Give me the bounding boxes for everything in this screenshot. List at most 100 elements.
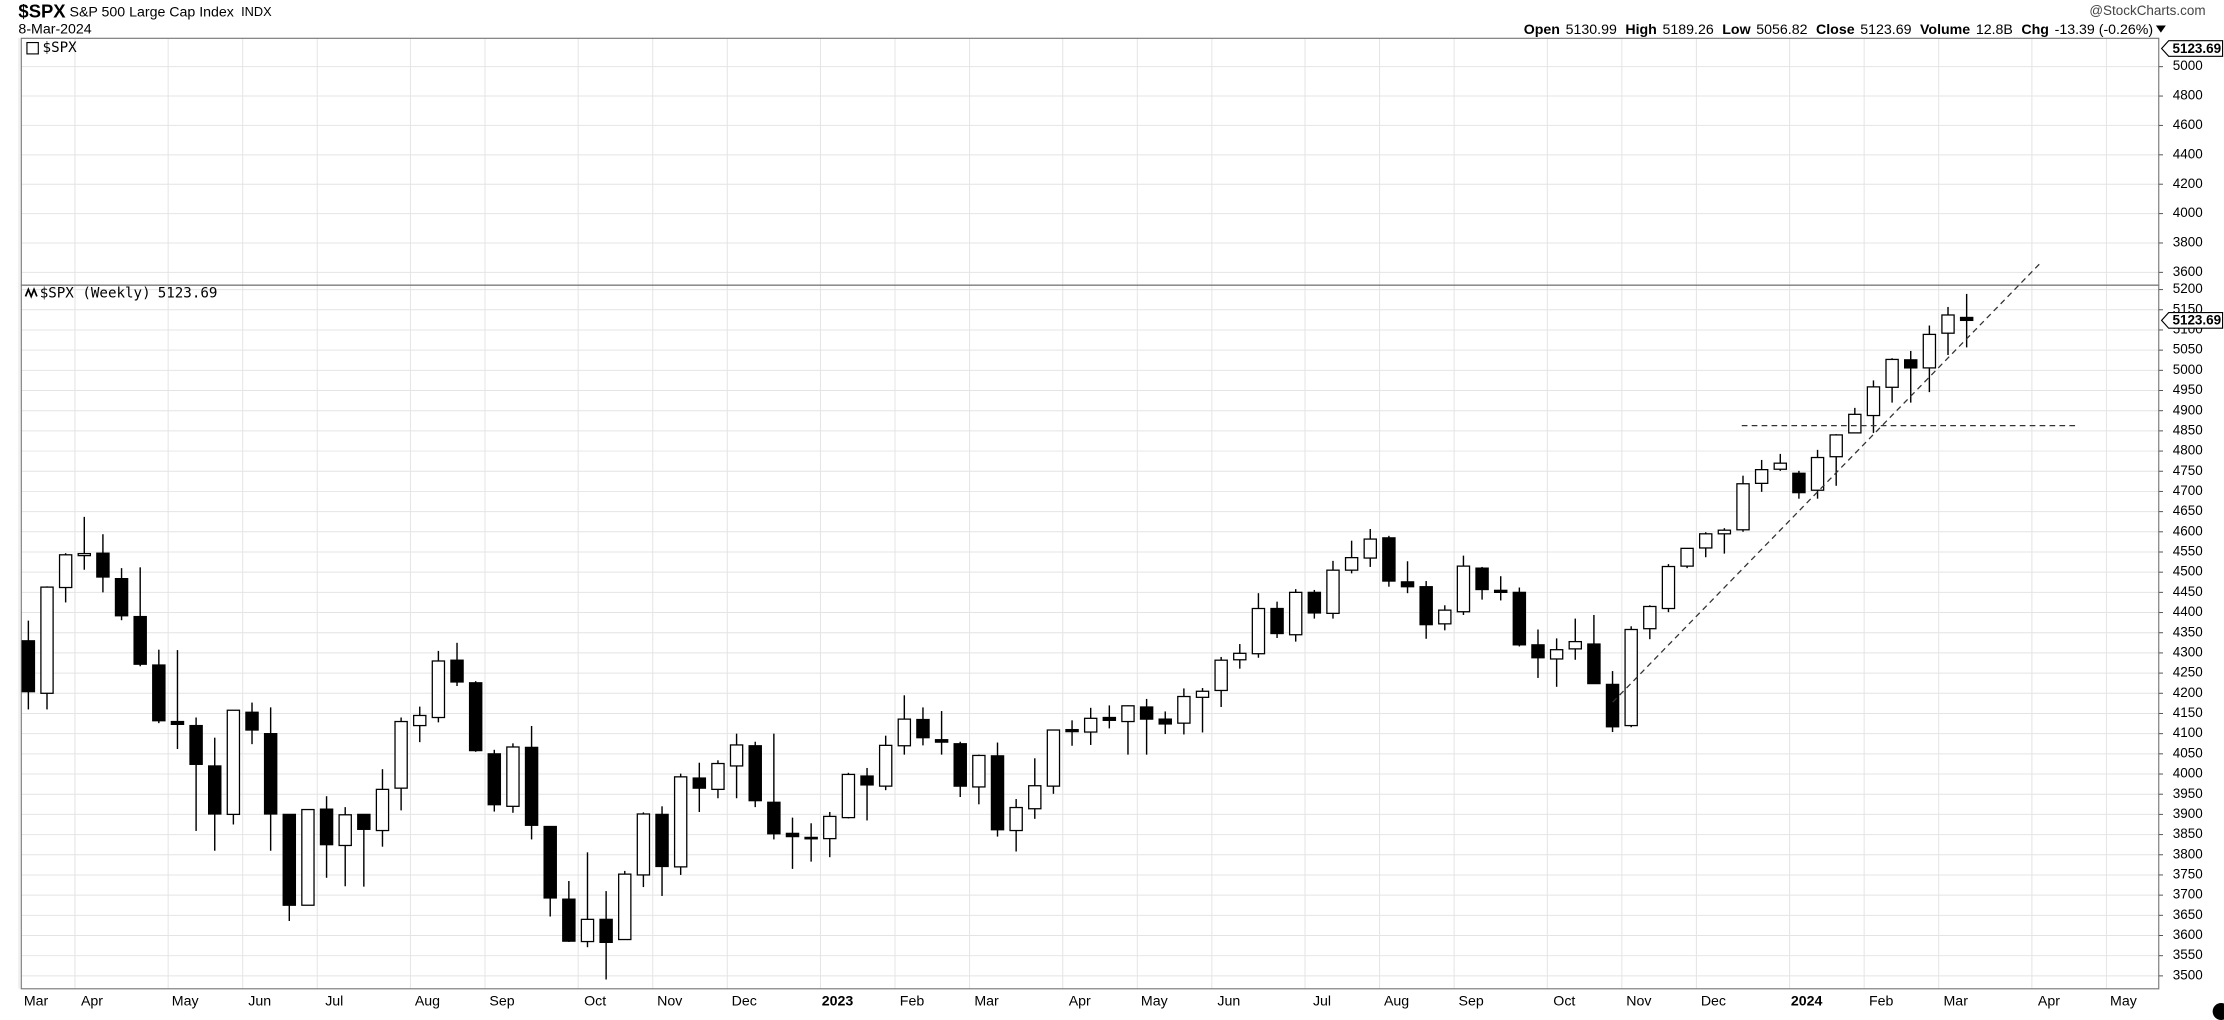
candle-body-down [170,720,185,726]
candle-body-down [953,743,967,787]
grid-layer [18,38,2159,989]
candle-body-down [1102,716,1117,721]
candle-body-up [1549,649,1564,660]
high-label: High [1625,22,1656,38]
candle-body-down [133,615,147,665]
candle-body-up [1233,652,1247,661]
trend-line [1612,263,2041,703]
change-value: -13.39 (-0.26%) [2055,22,2153,38]
candle-body-up [1344,557,1359,571]
candle-body-up [1941,314,1955,334]
x-tick-label: Sep [489,993,514,1009]
candle-body-up [1288,591,1303,636]
candle-body-up [338,814,352,847]
y-tick-label: 4450 [2173,584,2203,599]
candle-body-up [58,554,73,589]
candle-body-down [487,753,502,806]
y-tick-label: 4000 [2173,205,2203,220]
open-label: Open [1524,22,1560,38]
y-tick-label: 4200 [2173,176,2203,191]
candle-body-down [934,739,949,743]
y-tick-label: 3750 [2173,867,2203,882]
upper-panel-label: $SPX [43,40,78,56]
price-panel-label: $SPX (Weekly) 5123.69 [40,286,218,302]
x-tick-label: Jul [1313,993,1331,1009]
candle-body-down [1512,591,1527,646]
candle-body-down [916,718,930,739]
candle-body-down [748,745,762,802]
candle-body-up [1698,533,1713,549]
candle-body-up [1046,729,1061,787]
candle-body-down [1158,718,1172,725]
y-tick-label: 3600 [2173,927,2203,942]
candle-body-down [357,813,371,830]
y-tick-label: 4100 [2173,725,2203,740]
dropdown-arrow[interactable] [2155,25,2166,33]
price-panel-icon [24,287,38,299]
x-tick-label: Apr [1069,993,1091,1009]
candle-body-up [431,660,446,719]
y-tick-label: 4350 [2173,624,2203,639]
candle-body-down [804,836,818,840]
candle-body-up [618,873,632,941]
y-tick-label: 5000 [2173,362,2203,377]
price-panel-title: $SPX (Weekly) [40,286,151,302]
candle-body-up [1773,462,1788,470]
x-tick-label: Nov [657,993,683,1009]
y-tick-label: 3600 [2173,264,2203,279]
candle-body-down [1419,586,1433,626]
y-tick-label: 3650 [2173,907,2203,922]
candle-body-up [972,754,986,788]
candle-body-down [1605,683,1620,728]
candle-body-down [1959,316,1974,322]
candle-body-down [21,640,36,693]
low-value: 5056.82 [1756,22,1807,38]
candle-body-up [1624,628,1638,727]
candle-body-down [263,733,278,815]
y-tick-label: 3850 [2173,826,2203,841]
y-tick-label: 4800 [2173,88,2203,103]
candle-body-down [152,664,166,722]
high-value: 5189.26 [1663,22,1714,38]
candle-body-down [1531,644,1545,659]
candle-body-down [543,825,557,899]
x-tick-label: Mar [24,993,49,1009]
candle-body-down [1307,591,1322,614]
candle-body-up [823,815,837,840]
candle-body-up [301,808,315,906]
candle-body-up [1326,569,1340,614]
last-price-tag [2160,312,2224,329]
y-tick-label: 3900 [2173,806,2203,821]
y-tick-label: 4900 [2173,402,2203,417]
candle-body-down [96,552,110,578]
x-tick-label: Dec [732,993,757,1009]
close-value: 5123.69 [1860,22,1911,38]
candle-body-down [468,682,483,752]
y-tick-label: 4050 [2173,745,2203,760]
x-tick-label: Dec [1701,993,1726,1009]
candle-body-down [114,577,129,617]
candle-body-up [1736,483,1750,531]
candle-body-up [1009,806,1023,832]
candle-body-up [673,776,688,868]
y-tick-label: 4950 [2173,382,2203,397]
exchange: INDX [241,4,272,19]
y-tick-label: 4700 [2173,483,2203,498]
symbol: $SPX [18,1,66,22]
candle-body-up [841,773,856,819]
x-tick-label: Nov [1626,993,1652,1009]
x-tick-label: Apr [81,993,103,1009]
candle-body-up [394,720,408,789]
last-price-label: 5123.69 [2172,41,2221,56]
candle-body-up [413,714,427,727]
candle-body-up [375,788,390,832]
candle-body-up [1438,609,1452,625]
candle-body-up [506,746,520,807]
y-tick-label: 3500 [2173,967,2203,982]
candle-body-down [655,813,669,868]
y-tick-label: 5000 [2173,58,2203,73]
corner-button[interactable] [2212,1002,2224,1020]
x-tick-label: Aug [1384,993,1409,1009]
candle-body-up [636,813,651,876]
